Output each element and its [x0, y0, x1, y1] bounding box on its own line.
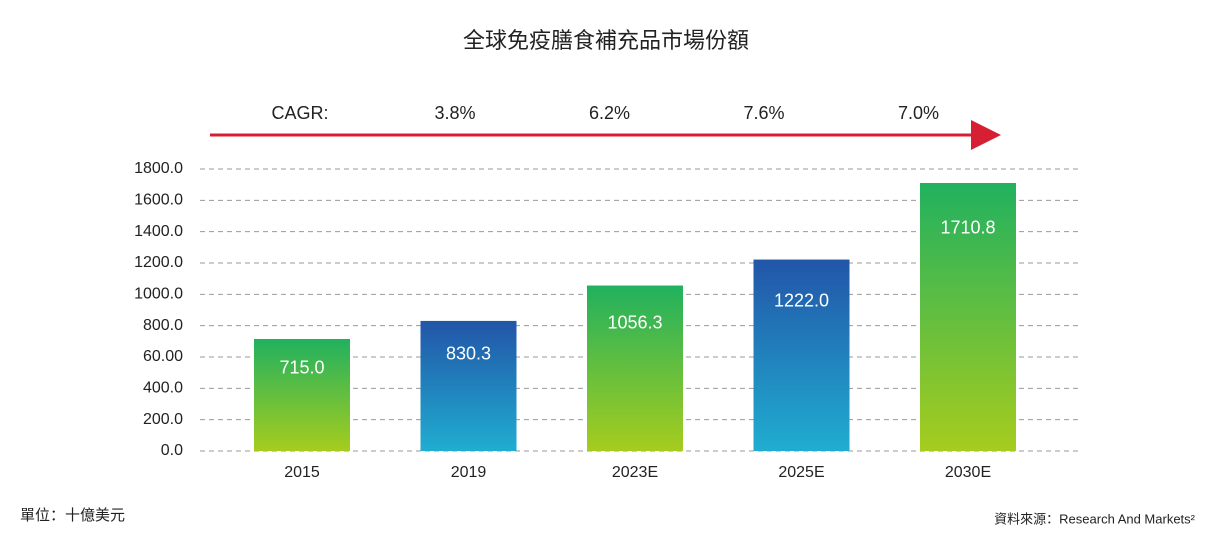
unit-note: 單位：十億美元	[20, 507, 125, 524]
source-note: 資料來源：Research And Markets²	[994, 511, 1196, 526]
y-tick-label: 1200.0	[134, 254, 183, 271]
chart-title: 全球免疫膳食補充品市場份額	[463, 28, 749, 53]
y-tick-label: 1000.0	[134, 286, 183, 303]
y-tick-label: 0.0	[161, 442, 183, 459]
x-tick-label: 2023E	[612, 464, 658, 481]
bar	[420, 320, 517, 451]
cagr-label: CAGR:	[271, 103, 328, 123]
bar	[753, 259, 850, 451]
bar	[254, 338, 350, 451]
value-label: 1710.8	[940, 218, 995, 238]
cagr-value: 7.6%	[743, 103, 784, 123]
x-tick-label: 2019	[451, 464, 487, 481]
y-tick-label: 60.00	[143, 348, 183, 365]
bar	[587, 285, 683, 451]
value-label: 830.3	[446, 344, 491, 364]
y-tick-label: 200.0	[143, 411, 183, 428]
bar	[920, 182, 1016, 451]
y-tick-label: 800.0	[143, 317, 183, 334]
y-tick-label: 1400.0	[134, 223, 183, 240]
cagr-value: 6.2%	[589, 103, 630, 123]
y-tick-label: 1800.0	[134, 160, 183, 177]
x-tick-label: 2025E	[778, 464, 824, 481]
x-tick-label: 2030E	[945, 464, 991, 481]
y-tick-label: 400.0	[143, 380, 183, 397]
value-label: 715.0	[279, 358, 324, 378]
value-label: 1222.0	[774, 290, 829, 310]
cagr-value: 3.8%	[434, 103, 475, 123]
x-tick-label: 2015	[284, 464, 320, 481]
y-tick-label: 1600.0	[134, 192, 183, 209]
cagr-value: 7.0%	[898, 103, 939, 123]
value-label: 1056.3	[607, 312, 662, 332]
